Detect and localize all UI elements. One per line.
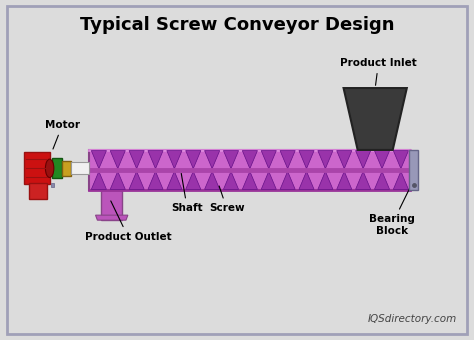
Polygon shape [344,88,407,150]
Bar [71,162,90,174]
Polygon shape [167,171,182,189]
Polygon shape [148,171,163,189]
Polygon shape [110,171,125,189]
Polygon shape [223,151,238,169]
Polygon shape [393,151,409,169]
Polygon shape [110,151,125,169]
Polygon shape [337,151,352,169]
Polygon shape [393,171,409,189]
Polygon shape [356,151,371,169]
Polygon shape [129,151,144,169]
Bar [52,158,62,178]
Polygon shape [280,171,295,189]
Polygon shape [205,151,219,169]
Polygon shape [205,171,219,189]
Polygon shape [148,151,163,169]
Polygon shape [242,151,257,169]
Text: Shaft: Shaft [172,173,203,214]
Ellipse shape [46,159,54,177]
Text: Screw: Screw [209,186,245,214]
Polygon shape [318,151,333,169]
Polygon shape [242,171,257,189]
Polygon shape [374,151,390,169]
Polygon shape [167,151,182,169]
Polygon shape [374,171,390,189]
Bar [28,183,47,199]
Text: Typical Screw Conveyor Design: Typical Screw Conveyor Design [80,16,394,34]
Polygon shape [261,151,276,169]
Text: Bearing
Block: Bearing Block [369,188,415,236]
Text: IQSdirectory.com: IQSdirectory.com [368,314,457,324]
Text: Product Outlet: Product Outlet [85,201,172,242]
Bar [62,161,71,176]
Polygon shape [91,171,107,189]
Bar [410,150,418,190]
Polygon shape [91,151,107,169]
Bar [90,150,410,190]
Polygon shape [318,171,333,189]
Polygon shape [129,171,144,189]
Polygon shape [337,171,352,189]
Polygon shape [186,171,201,189]
Polygon shape [186,151,201,169]
Bar [51,183,55,187]
Polygon shape [96,215,128,220]
Polygon shape [299,171,314,189]
Polygon shape [299,151,314,169]
Polygon shape [261,171,276,189]
Polygon shape [223,171,238,189]
Bar [24,152,50,184]
Bar [101,190,122,220]
Polygon shape [280,151,295,169]
Text: Motor: Motor [45,120,80,149]
Polygon shape [356,171,371,189]
Text: Product Inlet: Product Inlet [340,58,417,85]
